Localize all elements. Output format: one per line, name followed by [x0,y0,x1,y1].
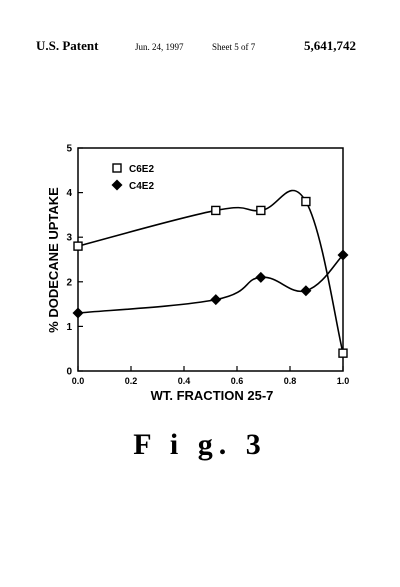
data-point-c4e2 [72,307,84,319]
data-point-c6e2 [73,241,83,251]
data-point-c6e2 [301,196,311,207]
patent-number: 5,641,742 [304,38,356,53]
x-tick-label: 0.0 [72,376,85,386]
x-tick-label: 0.2 [125,376,138,386]
data-point-c6e2 [256,205,266,216]
chart-legend: C6E2 C4E2 [111,163,154,192]
x-tick-label: 0.4 [178,376,191,386]
y-tick-label: 4 [66,188,72,199]
x-tick-label: 1.0 [337,376,350,386]
chart-marks [72,196,349,358]
x-tick-label: 0.8 [284,376,297,386]
x-axis-label: WT. FRACTION 25-7 [151,388,274,403]
legend-label-c4e2: C4E2 [129,181,154,192]
figure-caption: F i g. 3 [133,428,267,461]
data-point-c4e2 [210,294,222,306]
patent-label: U.S. Patent [36,38,99,53]
y-axis-label: % DODECANE UPTAKE [46,187,61,333]
y-tick-label: 2 [66,277,72,288]
x-tick-label: 0.6 [231,376,244,386]
y-tick-label: 5 [66,144,72,155]
y-tick-label: 1 [66,322,72,333]
chart-axes: 0.0 0.2 0.4 0.6 0.8 1.0 0 1 2 3 4 5 [66,144,349,387]
data-point-c4e2 [300,285,312,297]
y-tick-label: 3 [66,233,72,244]
data-point-c6e2 [338,348,348,358]
data-point-c6e2 [211,205,221,216]
series-line-c6e2 [77,189,344,354]
legend-marker-c6e2 [112,163,122,173]
data-point-c4e2 [255,271,267,283]
series-line-c4e2 [77,254,344,314]
sheet-number: Sheet 5 of 7 [212,42,256,52]
legend-marker-c4e2 [111,179,123,191]
y-tick-label: 0 [66,367,72,378]
data-point-c4e2 [337,249,349,261]
legend-label-c6e2: C6E2 [129,164,154,175]
patent-date: Jun. 24, 1997 [135,42,184,52]
chart-curves [77,189,344,354]
